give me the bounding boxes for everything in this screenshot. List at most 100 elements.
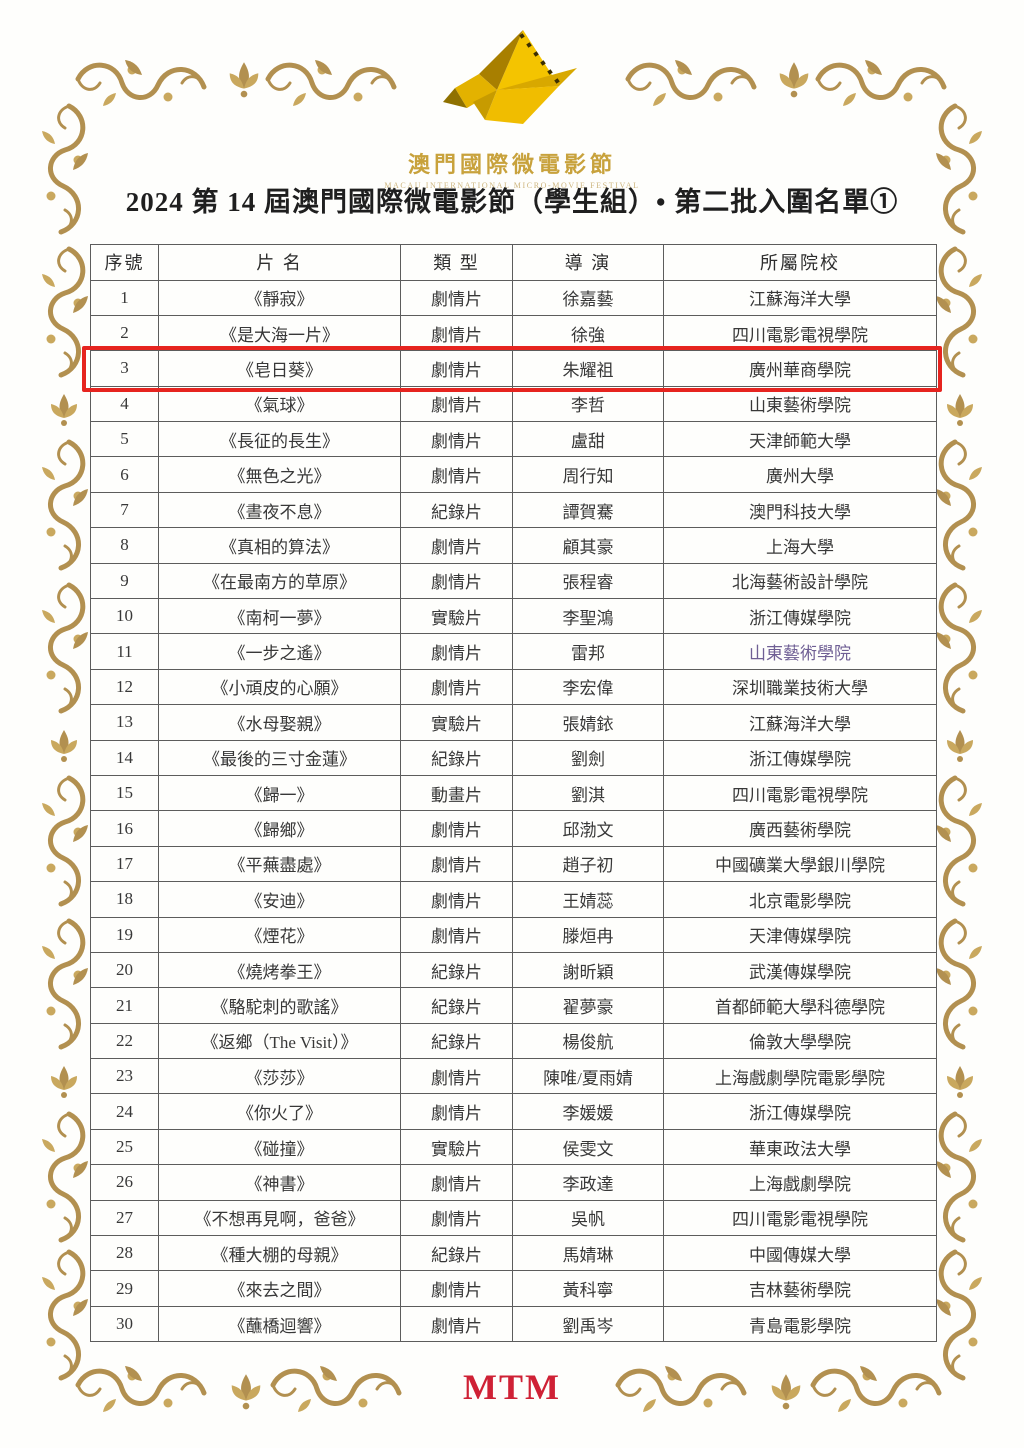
cell-school: 浙江傳媒學院 — [663, 598, 937, 635]
cell-no: 24 — [90, 1093, 159, 1130]
highlight-box — [82, 346, 942, 392]
cell-school: 深圳職業技術大學 — [663, 668, 937, 706]
cell-school: 上海大學 — [663, 527, 937, 564]
cell-type: 劇情片 — [400, 1058, 513, 1095]
cell-title: 《南柯一夢》 — [158, 598, 401, 635]
table-row: 10 《南柯一夢》 實驗片 李聖鴻 浙江傳媒學院 — [90, 598, 937, 635]
cell-type: 劇情片 — [400, 668, 513, 706]
table-row: 27 《不想再見啊，爸爸》 劇情片 吳帆 四川電影電視學院 — [90, 1199, 937, 1237]
festival-logo: 澳門國際微電影節 MACAU INTERNATIONAL MICRO-MOVIE… — [0, 28, 1024, 190]
cell-school: 廣西藝術學院 — [663, 810, 937, 847]
cell-director: 邱渤文 — [512, 810, 664, 847]
cell-title: 《返鄉（The Visit）》 — [158, 1022, 401, 1060]
cell-director: 李政達 — [512, 1164, 664, 1201]
cell-type: 紀錄片 — [400, 1235, 513, 1272]
table-row: 22 《返鄉（The Visit）》 紀錄片 楊俊航 倫敦大學學院 — [90, 1022, 937, 1060]
cell-title: 《水母娶親》 — [158, 704, 401, 741]
header-type: 類 型 — [400, 244, 513, 281]
cell-title: 《不想再見啊，爸爸》 — [158, 1199, 401, 1237]
cell-school: 江蘇海洋大學 — [663, 279, 937, 316]
cell-director: 翟夢豪 — [512, 987, 664, 1024]
cell-school: 上海戲劇學院 — [663, 1164, 937, 1201]
cell-type: 劇情片 — [400, 562, 513, 600]
cell-school: 上海戲劇學院電影學院 — [663, 1058, 937, 1095]
cell-school: 倫敦大學學院 — [663, 1022, 937, 1060]
cell-no: 27 — [90, 1199, 159, 1237]
cell-title: 《碰撞》 — [158, 1128, 401, 1166]
cell-title: 《在最南方的草原》 — [158, 562, 401, 600]
table-row: 20 《燒烤拳王》 紀錄片 謝昕穎 武漢傳媒學院 — [90, 951, 937, 989]
cell-school: 吉林藝術學院 — [663, 1270, 937, 1307]
cell-school: 四川電影電視學院 — [663, 314, 937, 352]
table-row: 13 《水母娶親》 實驗片 張婧銥 江蘇海洋大學 — [90, 704, 937, 741]
cell-school: 天津傳媒學院 — [663, 916, 937, 953]
cell-no: 9 — [90, 562, 159, 600]
logo-chinese-text: 澳門國際微電影節 — [407, 152, 616, 177]
table-row: 7 《晝夜不息》 紀錄片 譚賀騫 澳門科技大學 — [90, 491, 937, 529]
cell-title: 《駱駝刺的歌謠》 — [158, 987, 401, 1024]
cell-type: 紀錄片 — [400, 491, 513, 529]
cell-director: 劉劍 — [512, 739, 664, 776]
cell-director: 吳帆 — [512, 1199, 664, 1237]
cell-director: 顧其豪 — [512, 527, 664, 564]
cell-school: 首都師範大學科德學院 — [663, 987, 937, 1024]
page-title: 2024 第 14 屆澳門國際微電影節（學生組）• 第二批入圍名單① — [125, 187, 899, 217]
table-row: 29 《來去之間》 劇情片 黃科寧 吉林藝術學院 — [90, 1270, 937, 1307]
table-row: 14 《最後的三寸金蓮》 紀錄片 劉劍 浙江傳媒學院 — [90, 739, 937, 776]
cell-director: 譚賀騫 — [512, 491, 664, 529]
header-title: 片 名 — [158, 244, 401, 281]
cell-school: 澳門科技大學 — [663, 491, 937, 529]
cell-type: 劇情片 — [400, 314, 513, 352]
cell-school: 北京電影學院 — [663, 881, 937, 918]
table-row: 12 《小頑皮的心願》 劇情片 李宏偉 深圳職業技術大學 — [90, 668, 937, 706]
cell-title: 《安迪》 — [158, 881, 401, 918]
cell-no: 3 — [90, 350, 159, 387]
cell-title: 《長征的長生》 — [158, 421, 401, 458]
cell-school: 四川電影電視學院 — [663, 774, 937, 812]
cell-no: 13 — [90, 704, 159, 741]
header-school: 所屬院校 — [663, 244, 937, 281]
table-body: 1 《靜寂》 劇情片 徐嘉藝 江蘇海洋大學 2 《是大海一片》 劇情片 徐強 四川電影電視學院 3 《… — [90, 279, 937, 1343]
cell-director: 陳唯/夏雨婧 — [512, 1058, 664, 1095]
cell-no: 2 — [90, 314, 159, 352]
cell-director: 趙子初 — [512, 845, 664, 883]
cell-school: 江蘇海洋大學 — [663, 704, 937, 741]
cell-type: 紀錄片 — [400, 987, 513, 1024]
table-row: 26 《神書》 劇情片 李政達 上海戲劇學院 — [90, 1164, 937, 1201]
cell-title: 《靜寂》 — [158, 279, 401, 316]
cell-school: 華東政法大學 — [663, 1128, 937, 1166]
cell-title: 《最後的三寸金蓮》 — [158, 739, 401, 776]
cell-no: 30 — [90, 1305, 159, 1343]
cell-title: 《平蕪盡處》 — [158, 845, 401, 883]
cell-school: 天津師範大學 — [663, 421, 937, 458]
header-director: 導 演 — [512, 244, 664, 281]
cell-type: 劇情片 — [400, 881, 513, 918]
header-no: 序號 — [90, 244, 159, 281]
cell-no: 22 — [90, 1022, 159, 1060]
table-row: 3 《皂日葵》 劇情片 朱耀祖 廣州華商學院 — [90, 350, 937, 387]
table-row: 6 《無色之光》 劇情片 周行知 廣州大學 — [90, 456, 937, 493]
table-row: 11 《一步之遙》 劇情片 雷邦 山東藝術學院 — [90, 633, 937, 670]
cell-type: 劇情片 — [400, 916, 513, 953]
cell-school: 武漢傳媒學院 — [663, 951, 937, 989]
cell-director: 謝昕穎 — [512, 951, 664, 989]
ornament-right-column — [930, 100, 990, 1390]
cell-no: 29 — [90, 1270, 159, 1307]
cell-director: 徐嘉藝 — [512, 279, 664, 316]
cell-title: 《歸鄉》 — [158, 810, 401, 847]
cell-title: 《歸一》 — [158, 774, 401, 812]
table-row: 17 《平蕪盡處》 劇情片 趙子初 中國礦業大學銀川學院 — [90, 845, 937, 883]
cell-title: 《晝夜不息》 — [158, 491, 401, 529]
table-row: 23 《莎莎》 劇情片 陳唯/夏雨婧 上海戲劇學院電影學院 — [90, 1058, 937, 1095]
cell-type: 劇情片 — [400, 633, 513, 670]
cell-school: 四川電影電視學院 — [663, 1199, 937, 1237]
cell-title: 《種大棚的母親》 — [158, 1235, 401, 1272]
table-row: 30 《蘸橋迴響》 劇情片 劉禹岑 青島電影學院 — [90, 1305, 937, 1343]
cell-type: 劇情片 — [400, 1199, 513, 1237]
table-row: 25 《碰撞》 實驗片 侯雯文 華東政法大學 — [90, 1128, 937, 1166]
cell-school: 山東藝術學院 — [663, 633, 937, 670]
cell-school: 廣州華商學院 — [663, 350, 937, 387]
cell-title: 《煙花》 — [158, 916, 401, 953]
cell-school: 中國傳媒大學 — [663, 1235, 937, 1272]
